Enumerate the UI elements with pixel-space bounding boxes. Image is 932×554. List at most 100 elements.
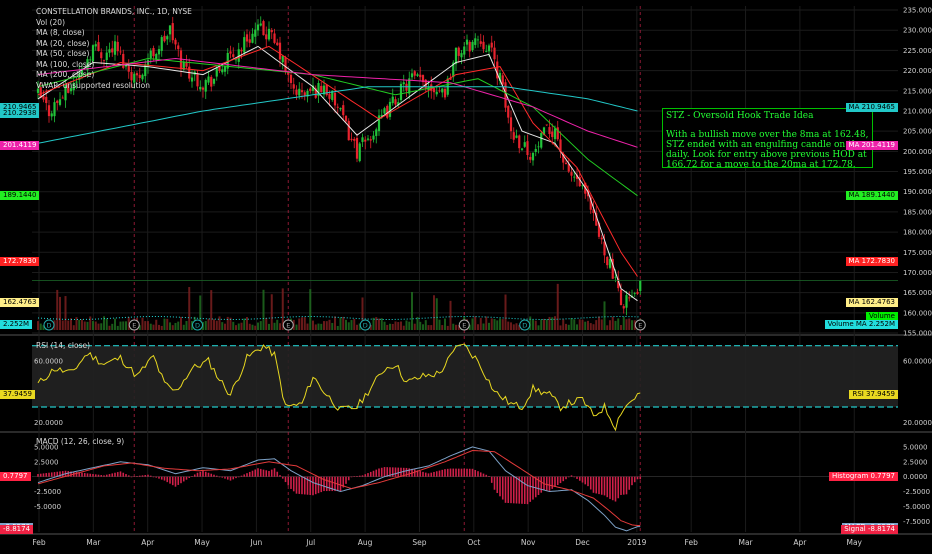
volume-bar xyxy=(331,322,334,330)
candle-body xyxy=(124,64,128,67)
macd-histogram-bar xyxy=(424,472,427,477)
macd-histogram-bar xyxy=(163,476,166,481)
volume-bar xyxy=(584,321,587,330)
macd-histogram-bar xyxy=(67,471,70,477)
macd-histogram-bar xyxy=(268,470,270,477)
legend-ma100[interactable]: MA (100, close) xyxy=(36,59,95,69)
price-tag-right: MA 210.9465 xyxy=(845,102,898,112)
candle-body xyxy=(245,34,249,42)
candle-body xyxy=(314,88,317,98)
macd-histogram-bar xyxy=(603,476,606,496)
candle-body xyxy=(358,143,361,162)
legend-vol[interactable]: Vol (20) xyxy=(36,17,66,27)
candle-body xyxy=(303,92,306,96)
macd-histogram-bar xyxy=(105,474,108,477)
macd-histogram-bar xyxy=(218,476,221,478)
volume-bar xyxy=(499,318,501,330)
candle-body xyxy=(614,276,617,278)
legend-ma200[interactable]: MA (200, close) xyxy=(36,70,95,79)
macd-histogram-bar xyxy=(141,475,144,477)
macd-histogram-bar xyxy=(290,476,292,489)
volume-bar xyxy=(378,318,380,330)
volume-bar xyxy=(37,321,39,330)
macd-histogram-bar xyxy=(70,471,72,477)
candle-body xyxy=(619,289,623,306)
macd-histogram-bar xyxy=(89,473,92,477)
price-tag-right: MA 172.7830 xyxy=(845,256,898,266)
candle-body xyxy=(259,23,262,26)
macd-histogram-bar xyxy=(416,470,419,477)
macd-histogram-bar xyxy=(204,471,207,477)
rsi-tag-left: 37.9459 xyxy=(0,390,35,400)
volume-bar xyxy=(537,325,540,330)
volume-bar xyxy=(543,318,545,330)
macd-histogram-bar xyxy=(199,471,202,477)
candle-body xyxy=(512,132,515,140)
price-axis-label: 200.0000 xyxy=(903,148,932,156)
macd-histogram-bar xyxy=(488,476,490,477)
candle-body xyxy=(67,84,70,93)
legend-ma20[interactable]: MA (20, close) xyxy=(36,38,90,48)
price-axis-label: 225.0000 xyxy=(903,47,932,55)
candle-body xyxy=(58,99,62,105)
candle-body xyxy=(366,138,370,140)
candle-body xyxy=(421,75,425,83)
macd-legend[interactable]: MACD (12, 26, close, 9) xyxy=(36,437,125,446)
rsi-legend[interactable]: RSI (14, close) xyxy=(36,341,91,350)
candle-body xyxy=(564,162,568,165)
candle-body xyxy=(435,91,438,95)
volume-bar xyxy=(592,324,595,330)
volume-bar xyxy=(581,319,584,330)
candle-body xyxy=(573,176,576,178)
volume-bar xyxy=(317,323,320,330)
volume-bar xyxy=(114,318,116,330)
candle-body xyxy=(160,37,163,51)
candle-body xyxy=(210,76,213,87)
candle-body xyxy=(190,77,194,82)
macd-axis-label: -5.0000 xyxy=(903,503,930,511)
macd-histogram-bar xyxy=(364,474,367,477)
volume-bar xyxy=(303,317,306,330)
volume-bar xyxy=(265,317,268,330)
candle-body xyxy=(102,60,106,62)
price-tag-left: 210.9465 xyxy=(0,102,40,112)
price-tag-left: 189.1440 xyxy=(0,190,40,200)
candle-body xyxy=(394,99,397,105)
volume-bar xyxy=(177,321,180,330)
legend-ma8[interactable]: MA (8, close) xyxy=(36,28,85,37)
macd-histogram-bar xyxy=(405,467,408,477)
volume-bar xyxy=(281,288,284,330)
volume-bar xyxy=(556,283,559,330)
macd-histogram-bar xyxy=(598,476,600,495)
volume-bar xyxy=(342,316,345,330)
volume-bar xyxy=(232,321,235,330)
candle-body xyxy=(402,82,405,85)
legend-ma50[interactable]: MA (50, close) xyxy=(36,49,90,58)
macd-histogram-bar xyxy=(312,476,314,496)
legend-vwap[interactable]: VWAP: unsupported resolution xyxy=(36,80,150,90)
macd-histogram-bar xyxy=(83,473,86,477)
macd-histogram-bar xyxy=(273,468,276,477)
macd-histogram-bar xyxy=(353,476,356,477)
candle-body xyxy=(520,148,524,150)
macd-histogram-bar xyxy=(554,476,556,487)
macd-histogram-bar xyxy=(122,472,125,477)
event-marker-label: E xyxy=(132,322,136,330)
macd-histogram-bar xyxy=(298,476,301,494)
price-axis-label: 195.0000 xyxy=(903,168,932,176)
macd-histogram-bar xyxy=(81,472,83,477)
macd-histogram-bar xyxy=(265,470,268,477)
note-line: With a bullish move over the 8ma at 162.… xyxy=(666,130,869,140)
volume-bar xyxy=(61,320,64,330)
candle-body xyxy=(328,93,331,99)
macd-histogram-bar xyxy=(565,476,567,480)
volume-bar xyxy=(158,324,160,330)
macd-axis-label: 5.0000 xyxy=(903,443,928,451)
macd-histogram-bar xyxy=(119,471,122,477)
macd-histogram-bar xyxy=(334,476,336,492)
candle-body xyxy=(383,108,386,114)
candle-body xyxy=(441,88,444,93)
volume-bar xyxy=(609,320,611,330)
candle-body xyxy=(496,61,499,79)
